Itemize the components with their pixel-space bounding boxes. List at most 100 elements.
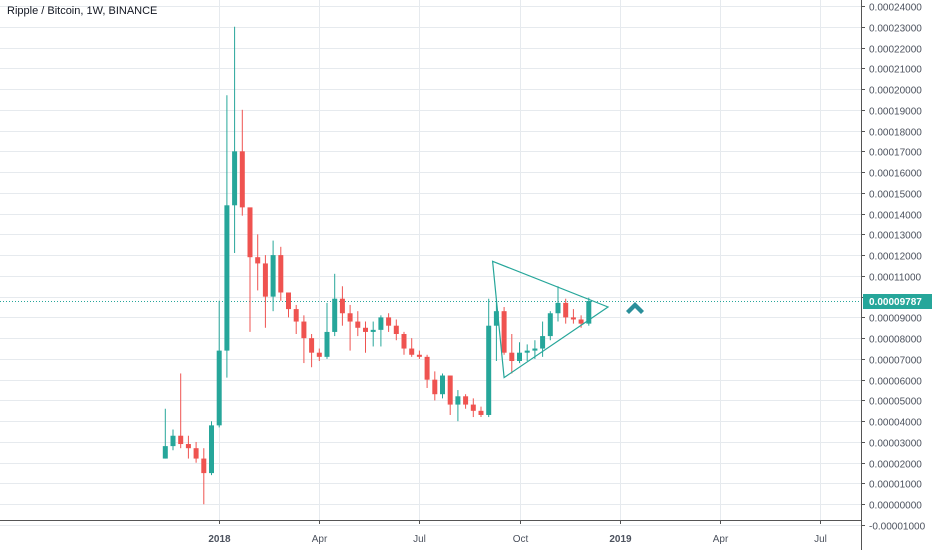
candle[interactable] [493, 300, 499, 361]
candle[interactable] [455, 390, 461, 422]
candle[interactable] [386, 313, 392, 332]
candle[interactable] [293, 304, 299, 335]
candle[interactable] [463, 394, 469, 409]
candle-body [232, 151, 238, 206]
candle-body [201, 458, 207, 474]
candle[interactable] [262, 255, 268, 328]
candle-body [470, 404, 476, 411]
time-tick-label: Apr [713, 534, 729, 545]
candle-body [286, 292, 291, 310]
candle-body [239, 151, 245, 208]
candle[interactable] [162, 408, 168, 459]
candle[interactable] [332, 273, 338, 337]
candle[interactable] [347, 304, 353, 351]
candle[interactable] [278, 246, 284, 301]
price-tick-label: 0.00013000 [869, 231, 922, 242]
candle[interactable] [224, 95, 230, 378]
price-tick-label: 0.00017000 [869, 148, 922, 159]
price-tick-label: 0.00005000 [869, 397, 922, 408]
candle[interactable] [370, 321, 376, 347]
candle[interactable] [170, 429, 176, 451]
price-tick-label: 0.00018000 [869, 128, 922, 139]
price-tick-label: 0.00007000 [869, 356, 922, 367]
price-tick-label: 0.00023000 [869, 24, 922, 35]
candle[interactable] [239, 109, 245, 216]
candle[interactable] [486, 298, 492, 418]
candle[interactable] [216, 300, 222, 428]
current-price-badge-bg [863, 294, 932, 309]
candle[interactable] [339, 286, 345, 326]
candle[interactable] [355, 311, 361, 337]
candle[interactable] [547, 311, 553, 341]
candle-body [332, 298, 338, 332]
arrow-up-icon[interactable] [626, 302, 644, 314]
candle[interactable] [532, 340, 538, 359]
candle-body [524, 350, 530, 353]
candle[interactable] [247, 207, 253, 332]
candle-body [540, 336, 546, 349]
time-tick-label: Apr [312, 534, 328, 545]
candle[interactable] [416, 350, 422, 359]
candle[interactable] [363, 321, 368, 353]
price-tick-label: 0.00000000 [869, 501, 922, 512]
candle[interactable] [232, 26, 238, 254]
candle-body [224, 205, 230, 351]
candle-body [447, 375, 453, 405]
candle[interactable] [270, 240, 276, 312]
time-tick-label: Jul [413, 534, 426, 545]
candle-body [501, 311, 507, 353]
candle[interactable] [178, 373, 184, 449]
candle[interactable] [378, 315, 384, 347]
candle[interactable] [209, 421, 214, 476]
candle[interactable] [447, 375, 453, 415]
candle[interactable] [517, 342, 522, 364]
candle[interactable] [193, 441, 199, 463]
candle[interactable] [470, 398, 476, 418]
candle[interactable] [301, 315, 307, 364]
time-axis[interactable]: 2018 Apr Jul Oct 2019 Apr Jul [0, 520, 861, 545]
candle[interactable] [524, 344, 530, 361]
time-tick-label: 2019 [609, 534, 632, 545]
candle[interactable] [424, 354, 430, 388]
price-tick-label: 0.00001000 [869, 480, 922, 491]
candle[interactable] [586, 297, 592, 326]
candle[interactable] [185, 435, 191, 459]
candle[interactable] [316, 348, 322, 361]
candle[interactable] [509, 334, 515, 374]
candle[interactable] [324, 302, 330, 359]
candle[interactable] [440, 373, 445, 399]
candle-body [185, 444, 191, 449]
candle[interactable] [478, 406, 484, 418]
candle-body [378, 317, 384, 330]
candle[interactable] [501, 307, 507, 355]
candle-body [301, 321, 307, 339]
price-axis[interactable]: 0.00024000 0.00023000 0.00022000 0.00021000… [861, 0, 932, 550]
candle[interactable] [401, 331, 407, 355]
candle-body [278, 255, 284, 293]
candle[interactable] [201, 448, 207, 505]
candles[interactable] [162, 26, 592, 505]
candle[interactable] [555, 286, 561, 322]
price-tick-label: 0.00019000 [869, 107, 922, 118]
candle[interactable] [570, 309, 576, 324]
price-tick-label: 0.00021000 [869, 65, 922, 76]
candle[interactable] [286, 292, 291, 318]
candle[interactable] [432, 371, 438, 401]
candle-body [309, 338, 315, 353]
candle-body [547, 313, 553, 337]
candle[interactable] [393, 319, 399, 341]
candle-body [517, 352, 522, 361]
candle-body [432, 379, 438, 395]
price-tick-label: -0.00001000 [869, 522, 926, 533]
candle[interactable] [255, 234, 261, 291]
chart-title: Ripple / Bitcoin, 1W, BINANCE [7, 5, 158, 17]
candle[interactable] [563, 298, 569, 324]
triangle-pattern[interactable] [491, 260, 610, 379]
grid-lines [0, 0, 861, 526]
candle-body [355, 321, 361, 328]
candle[interactable] [309, 334, 315, 368]
candle[interactable] [409, 338, 415, 357]
candle-body [247, 207, 253, 258]
